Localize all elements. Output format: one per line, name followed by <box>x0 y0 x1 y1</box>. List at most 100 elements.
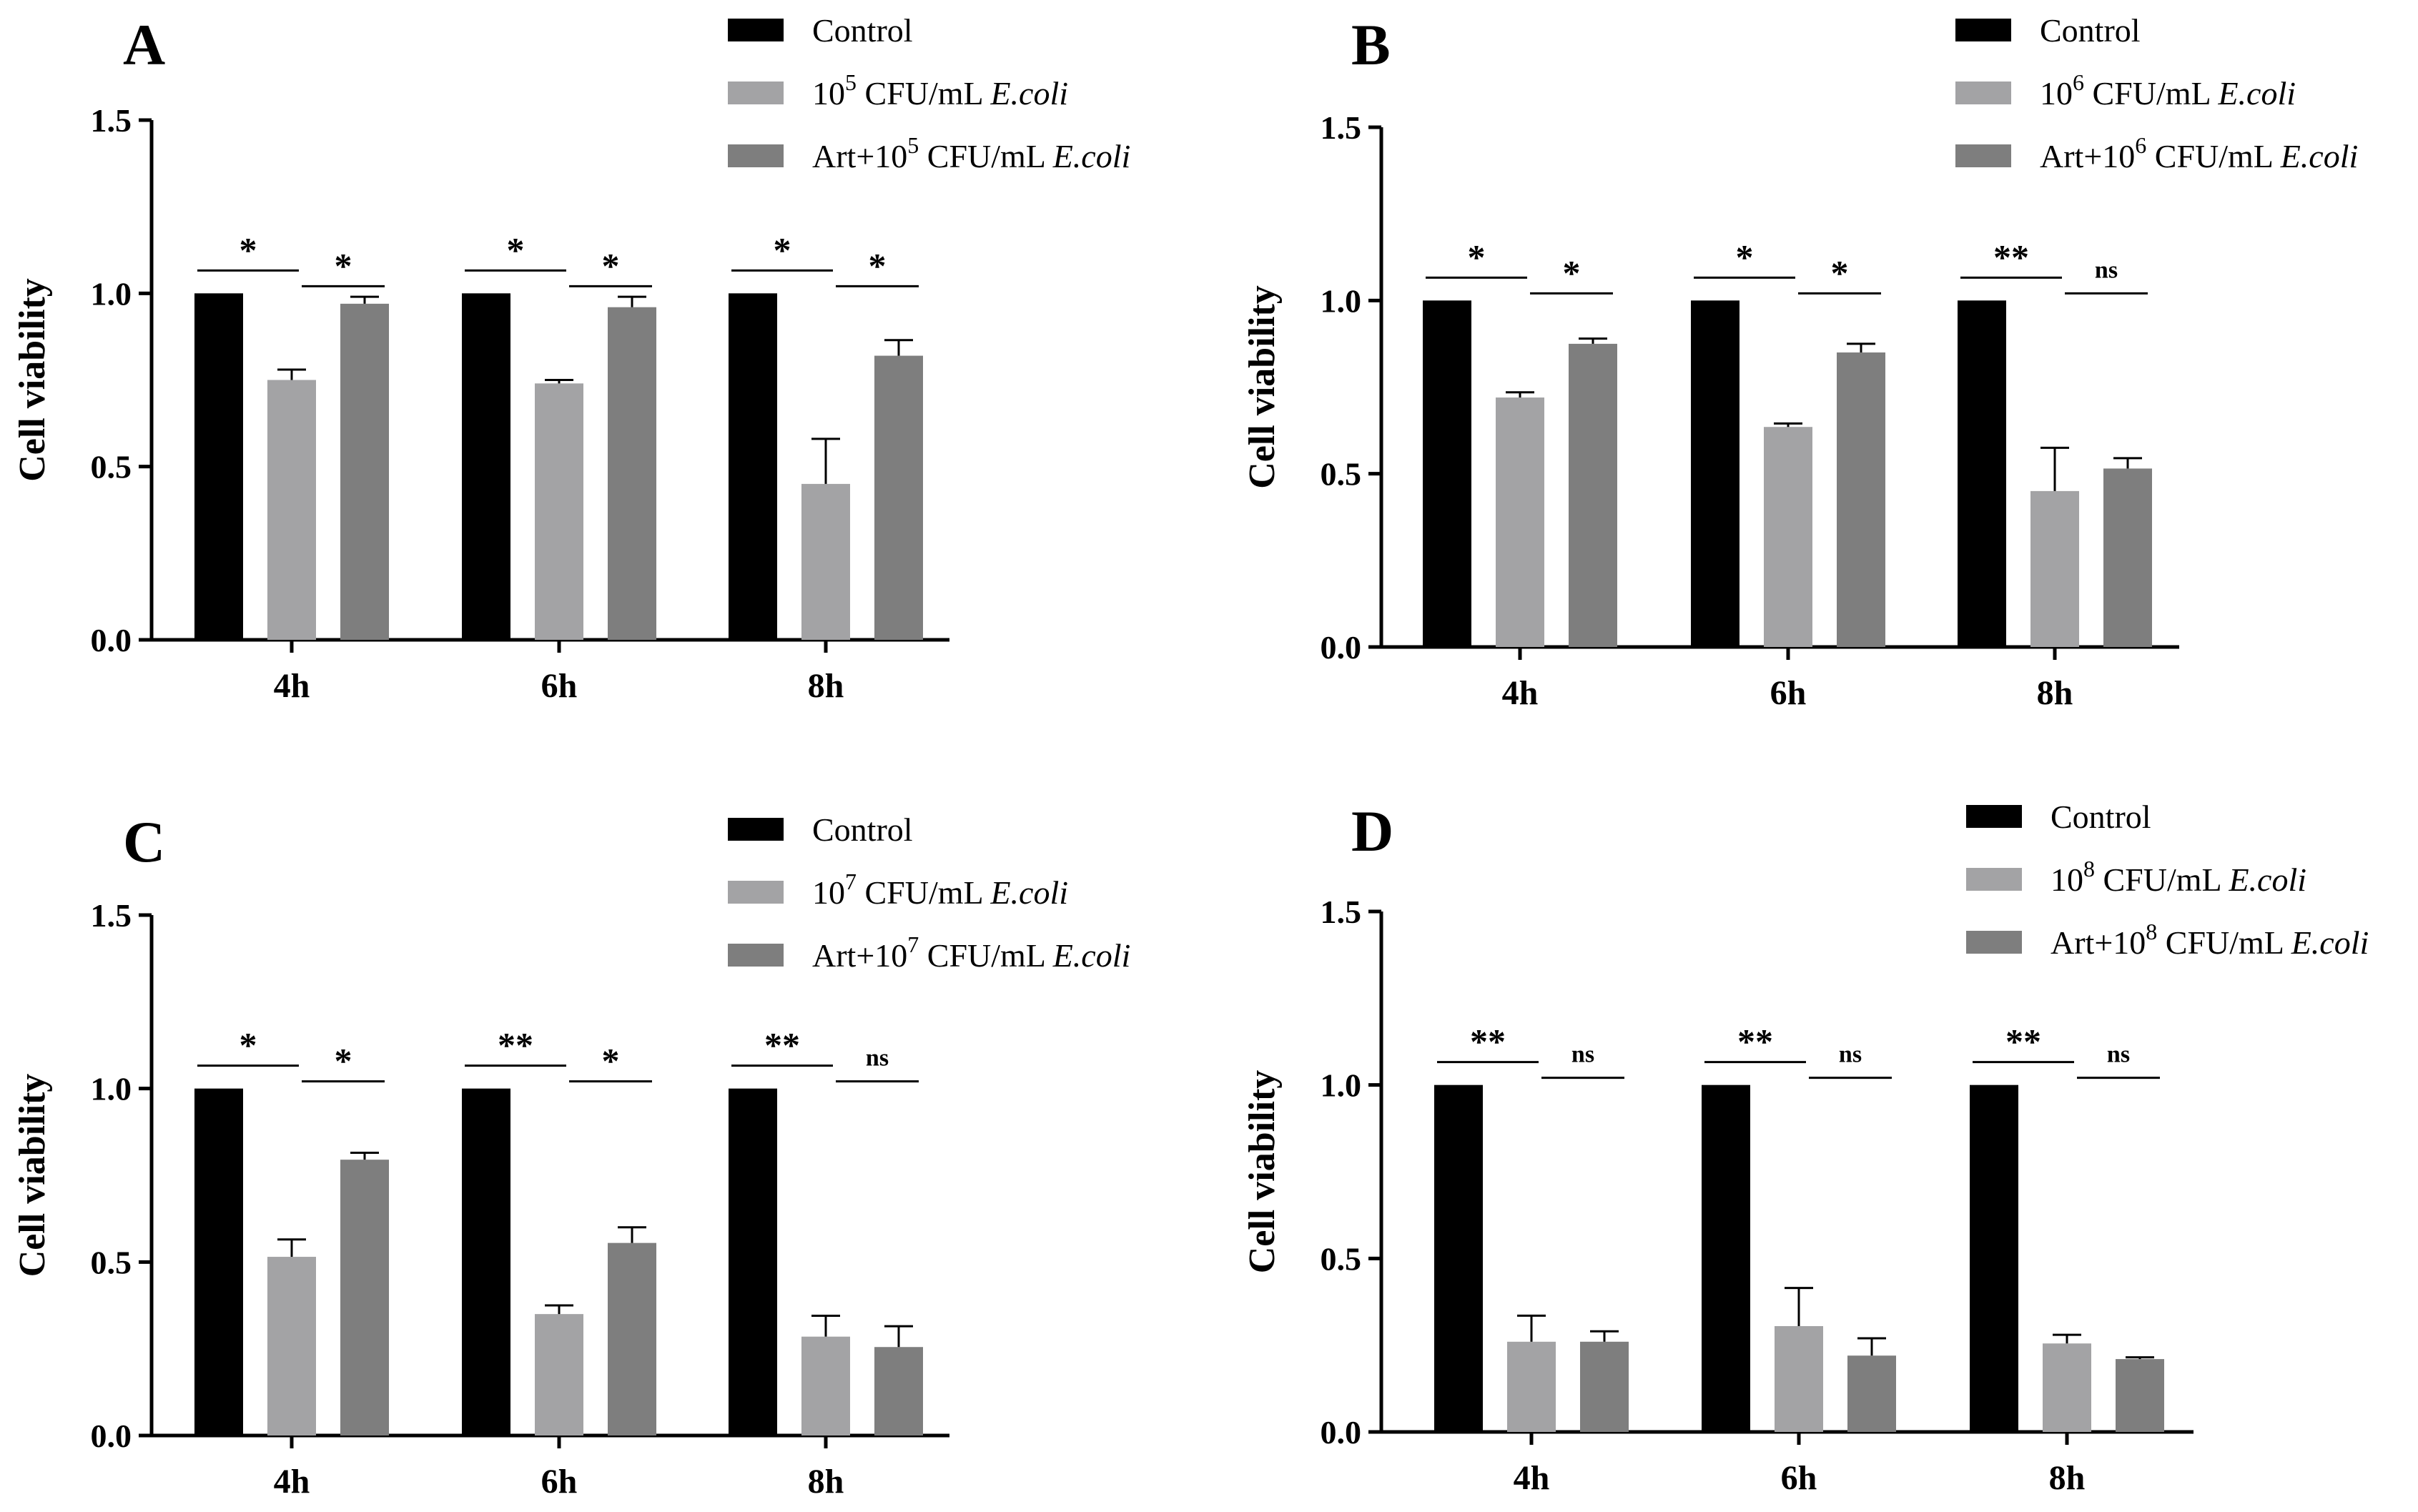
y-tick-label: 0.0 <box>1321 629 1362 666</box>
bar-art-8h <box>874 355 923 640</box>
bar-ecoli-8h <box>801 1336 850 1436</box>
legend-swatch-ecoli <box>1966 868 2022 891</box>
legend-entry: 108 CFU/mL E.coli <box>2051 856 2306 898</box>
bar-art-8h <box>2103 468 2152 647</box>
bar-art-6h <box>608 1242 656 1436</box>
legend-italic: E.coli <box>2228 861 2306 898</box>
significance-mark: * <box>1831 252 1849 292</box>
y-tick-label: 1.5 <box>1321 109 1362 146</box>
significance-mark: * <box>335 1041 352 1081</box>
x-tick-label: 8h <box>808 667 844 705</box>
legend-text: CFU/mL <box>919 138 1052 174</box>
significance-mark: ** <box>1737 1022 1773 1062</box>
legend-swatch-ecoli <box>1955 81 2011 104</box>
bar-control-6h <box>1702 1084 1750 1432</box>
legend-text: Art+10 <box>2051 924 2146 961</box>
panel-label: B <box>1351 12 1391 77</box>
bar-ecoli-4h <box>267 380 316 640</box>
panel-label: C <box>123 809 165 874</box>
significance-mark: * <box>240 229 257 270</box>
bar-control-8h <box>1970 1084 2018 1432</box>
legend-text: 10 <box>812 874 845 911</box>
y-tick-label: 1.0 <box>91 1071 132 1107</box>
bar-ecoli-4h <box>267 1257 316 1436</box>
bar-art-8h <box>874 1347 923 1436</box>
y-tick-label: 0.5 <box>91 1244 132 1280</box>
bar-control-4h <box>1434 1084 1483 1432</box>
y-axis-label: Cell viability <box>1242 285 1283 489</box>
x-tick-label: 8h <box>2049 1459 2086 1497</box>
bar-art-6h <box>1837 352 1885 647</box>
legend-entry: 106 CFU/mL E.coli <box>2040 69 2296 112</box>
significance-mark: ** <box>1470 1022 1506 1062</box>
x-tick-label: 8h <box>808 1463 844 1501</box>
legend-text: 10 <box>2040 75 2073 112</box>
significance-mark: * <box>1563 252 1581 292</box>
legend-entry: Art+106 CFU/mL E.coli <box>2040 132 2358 174</box>
y-tick-label: 0.5 <box>1321 1240 1362 1277</box>
y-tick-label: 1.5 <box>1321 894 1362 930</box>
legend-italic: E.coli <box>1052 138 1131 174</box>
bar-art-4h <box>1580 1341 1629 1432</box>
significance-mark: * <box>240 1025 257 1065</box>
y-axis-label: Cell viability <box>1242 1070 1283 1274</box>
legend-text: Control <box>812 12 913 49</box>
x-tick-label: 6h <box>541 667 578 705</box>
x-tick-label: 8h <box>2037 674 2073 712</box>
legend-superscript: 8 <box>2083 856 2095 881</box>
panel-label: D <box>1351 799 1393 864</box>
y-axis-label: Cell viability <box>12 1074 53 1278</box>
bar-control-8h <box>1958 300 2006 647</box>
legend-swatch-control <box>1966 805 2022 828</box>
significance-mark: ns <box>2095 257 2118 283</box>
legend-entry: Control <box>812 811 913 848</box>
significance-mark: ns <box>866 1045 889 1072</box>
bar-control-4h <box>194 1088 243 1436</box>
significance-mark: ns <box>1571 1042 1594 1068</box>
y-tick-label: 1.5 <box>91 102 132 139</box>
legend-entry: Control <box>2051 799 2151 835</box>
bar-control-4h <box>194 293 243 640</box>
legend-entry: Art+108 CFU/mL E.coli <box>2051 919 2369 961</box>
legend-text: CFU/mL <box>857 874 990 911</box>
bar-art-4h <box>340 303 389 640</box>
legend-text: CFU/mL <box>2157 924 2291 961</box>
significance-mark: ** <box>1993 237 2029 277</box>
significance-mark: ns <box>2107 1042 2130 1068</box>
y-tick-label: 0.0 <box>1321 1414 1362 1451</box>
legend-entry: Control <box>812 12 913 49</box>
legend-swatch-ecoli <box>728 81 784 104</box>
significance-mark: * <box>335 245 352 285</box>
bar-ecoli-8h <box>2030 490 2079 647</box>
significance-mark: * <box>774 229 791 270</box>
panel-label: A <box>123 12 165 77</box>
legend-swatch-control <box>1955 19 2011 41</box>
legend-superscript: 5 <box>845 69 857 95</box>
x-tick-label: 4h <box>1502 674 1539 712</box>
legend-italic: E.coli <box>2217 75 2296 112</box>
x-tick-label: 4h <box>1514 1459 1550 1497</box>
legend-swatch-art <box>1955 144 2011 167</box>
legend-text: 10 <box>2051 861 2083 898</box>
bar-art-8h <box>2116 1359 2164 1432</box>
legend-text: CFU/mL <box>857 75 990 112</box>
bar-ecoli-8h <box>801 483 850 640</box>
legend-text: CFU/mL <box>2084 75 2218 112</box>
y-tick-label: 0.0 <box>91 1418 132 1454</box>
bar-control-8h <box>729 293 777 640</box>
legend-superscript: 6 <box>2073 69 2084 95</box>
panel-a: A 0.0 0.5 1.0 1.5 Cell viability 4h * * 6h * * 8h * * C… <box>12 12 1130 705</box>
significance-mark: ** <box>2005 1022 2041 1062</box>
y-tick-label: 1.0 <box>1321 1067 1362 1104</box>
legend-italic: E.coli <box>990 75 1068 112</box>
legend-swatch-art <box>1966 931 2022 954</box>
y-tick-label: 0.5 <box>91 449 132 485</box>
legend-entry: Control <box>2040 12 2141 49</box>
y-tick-label: 1.0 <box>1321 282 1362 319</box>
bar-control-8h <box>729 1088 777 1436</box>
bar-ecoli-4h <box>1507 1341 1556 1432</box>
significance-mark: * <box>1736 237 1754 277</box>
